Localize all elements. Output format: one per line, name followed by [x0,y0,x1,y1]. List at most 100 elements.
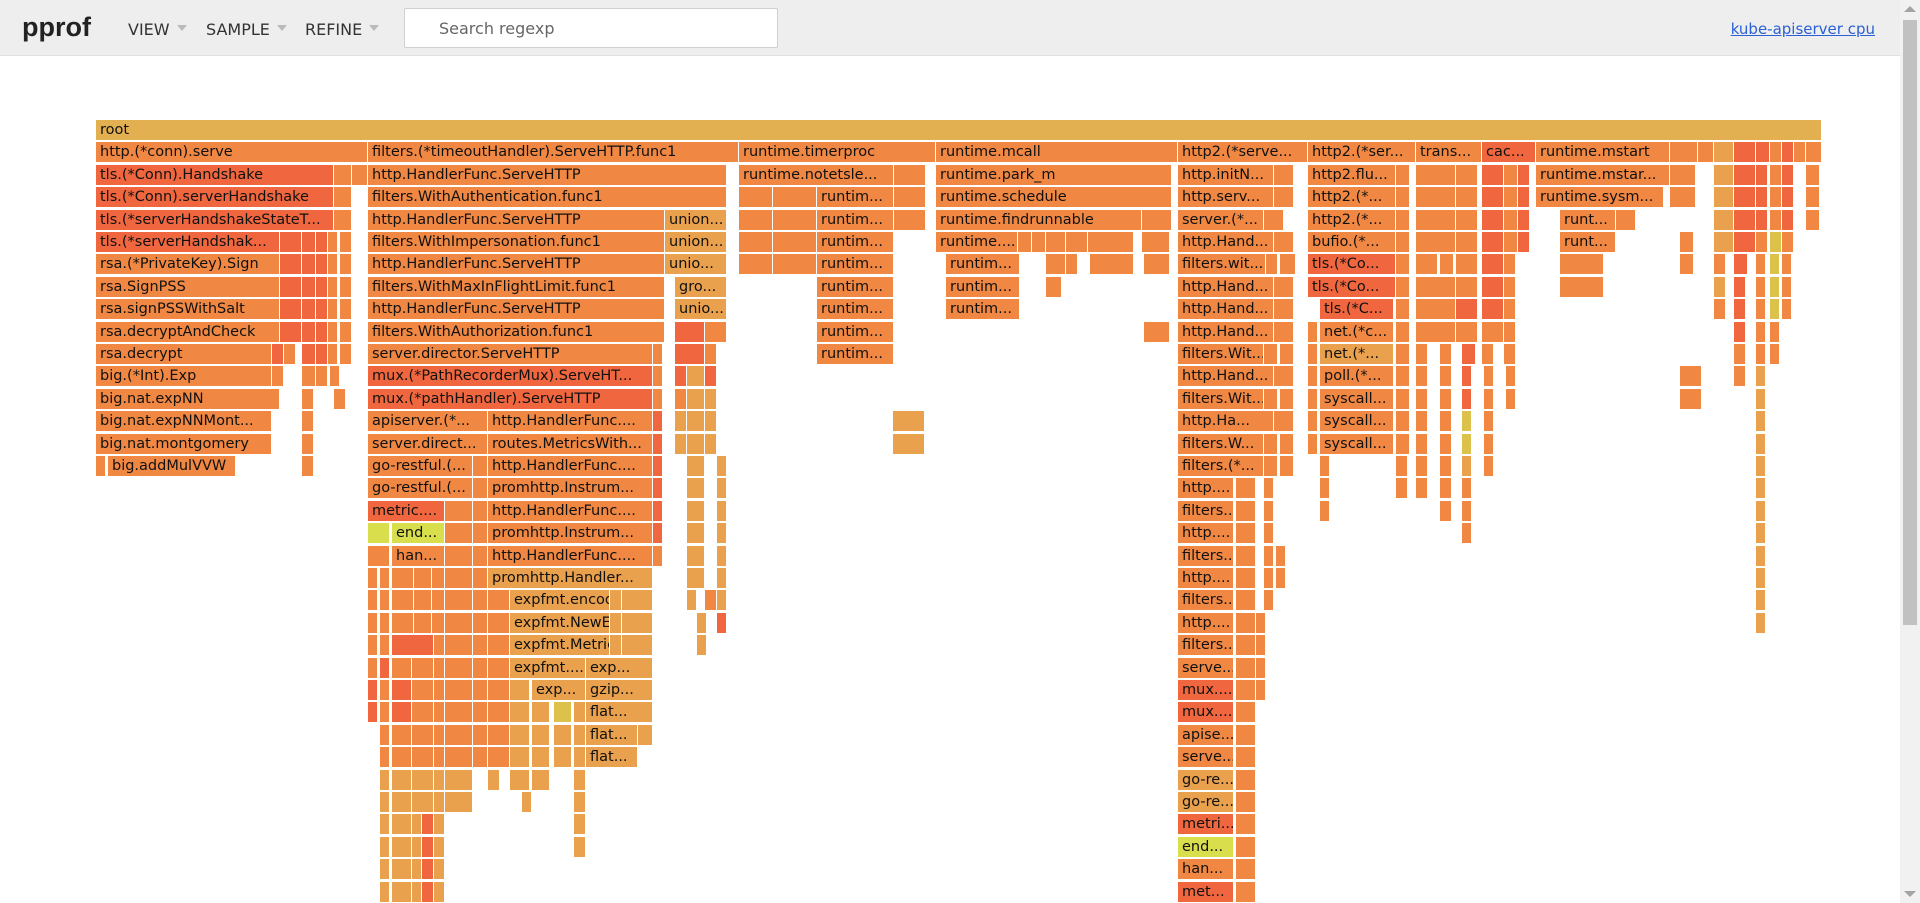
flame-frame[interactable] [554,702,572,724]
flame-frame[interactable] [1504,321,1516,343]
flame-frame[interactable] [675,321,705,343]
flame-frame[interactable] [380,836,390,858]
flame-frame[interactable] [697,612,707,634]
flame-frame[interactable] [1714,299,1726,321]
flame-frame[interactable]: flat... [586,747,638,769]
flame-frame[interactable] [1670,142,1698,164]
flame-frame[interactable] [434,680,445,701]
flame-frame[interactable] [687,411,705,433]
flame-frame[interactable]: runt... [1560,232,1616,253]
flame-frame[interactable] [1482,344,1494,365]
flame-frame[interactable] [445,680,473,701]
flame-frame[interactable]: http.HandlerFunc.... [488,500,653,522]
flame-frame[interactable] [739,187,773,209]
flame-frame[interactable]: http.Hand... [1178,276,1274,298]
flame-frame[interactable] [1714,142,1734,164]
flame-frame[interactable] [1440,366,1452,388]
flame-frame[interactable]: metric.... [368,500,445,522]
flame-frame[interactable]: http.... [1178,478,1234,500]
flame-frame[interactable]: runtim... [946,299,1020,321]
flame-frame[interactable] [1462,344,1476,365]
flame-frame[interactable] [1782,187,1794,209]
flame-frame[interactable] [488,657,510,679]
flame-frame[interactable] [1280,344,1294,365]
flame-frame[interactable] [1770,142,1782,164]
flame-frame[interactable] [653,411,663,433]
flame-frame[interactable] [1714,209,1734,231]
flame-frame[interactable] [1484,388,1494,410]
flame-frame[interactable] [532,747,550,769]
flame-frame[interactable] [340,344,352,365]
sample-menu[interactable]: SAMPLE [206,20,287,39]
flame-frame[interactable] [1782,232,1794,253]
flame-frame[interactable] [1416,254,1438,276]
flame-frame[interactable] [574,814,586,836]
flame-frame[interactable] [445,612,473,634]
flame-frame[interactable] [1416,299,1456,321]
flame-frame[interactable] [473,568,488,589]
flame-frame[interactable] [473,590,488,612]
flame-frame[interactable]: runtim... [946,254,1020,276]
flame-frame[interactable] [1482,276,1504,298]
flame-frame[interactable] [1734,142,1756,164]
flame-frame[interactable] [1484,411,1494,433]
flame-frame[interactable] [1484,456,1494,477]
flame-frame[interactable] [1396,254,1410,276]
flame-frame[interactable]: union... [665,232,727,253]
flame-frame[interactable] [1236,836,1256,858]
flame-frame[interactable]: mux.(*pathHandler).ServeHTTP [368,388,653,410]
flame-frame[interactable] [1236,590,1256,612]
flame-frame[interactable]: filters.(*timeoutHandler).ServeHTTP.func… [368,142,739,164]
flame-frame[interactable] [1782,209,1794,231]
flame-frame[interactable] [473,612,488,634]
flame-frame[interactable] [412,702,434,724]
flame-frame[interactable] [773,232,817,253]
flame-frame[interactable]: tls.(*Conn).Handshake [96,164,334,186]
flame-frame[interactable] [1280,388,1294,410]
flame-frame[interactable] [340,232,352,253]
flame-frame[interactable] [488,635,510,657]
flame-frame[interactable] [1714,187,1734,209]
flame-frame[interactable] [1484,433,1494,455]
flame-frame[interactable] [1236,635,1256,657]
flame-frame[interactable] [1320,500,1330,522]
flame-frame[interactable] [422,836,434,858]
flame-frame[interactable]: union... [665,209,727,231]
flame-frame[interactable] [1462,411,1472,433]
flame-frame[interactable] [445,724,473,746]
flame-frame[interactable]: expfmt.... [510,657,586,679]
flame-frame[interactable]: filters.WithAuthentication.func1 [368,187,727,209]
flame-frame[interactable] [1440,500,1452,522]
flame-frame[interactable] [380,792,390,813]
flame-frame[interactable] [334,209,352,231]
flame-frame[interactable] [1276,568,1286,589]
flame-frame[interactable] [1046,276,1062,298]
scroll-down-arrow-icon[interactable] [1904,891,1916,897]
flame-frame[interactable] [392,792,412,813]
flame-frame[interactable] [414,612,432,634]
flame-frame[interactable] [1756,232,1768,253]
flame-frame[interactable] [340,254,352,276]
flame-frame[interactable] [412,724,434,746]
flame-frame[interactable] [574,724,586,746]
flame-frame[interactable] [1756,590,1766,612]
flame-frame[interactable]: tls.(*serverHandshak... [96,232,280,253]
flame-frame[interactable] [510,747,530,769]
flame-frame[interactable] [328,232,338,253]
flame-frame[interactable] [1756,388,1766,410]
flame-frame[interactable] [687,366,705,388]
flame-frame[interactable] [1264,500,1274,522]
flame-frame[interactable]: runtime.schedule [936,187,1172,209]
flame-frame[interactable] [1734,232,1756,253]
flame-frame[interactable] [1256,680,1266,701]
flame-frame[interactable] [1462,388,1472,410]
flame-frame[interactable] [574,836,586,858]
flame-frame[interactable] [380,568,390,589]
flame-frame[interactable] [284,344,296,365]
flame-frame[interactable] [622,635,653,657]
flame-frame[interactable] [1756,142,1770,164]
flame-frame[interactable] [368,635,378,657]
flame-frame[interactable] [392,814,412,836]
flame-frame[interactable] [1506,388,1516,410]
flame-frame[interactable] [717,612,727,634]
